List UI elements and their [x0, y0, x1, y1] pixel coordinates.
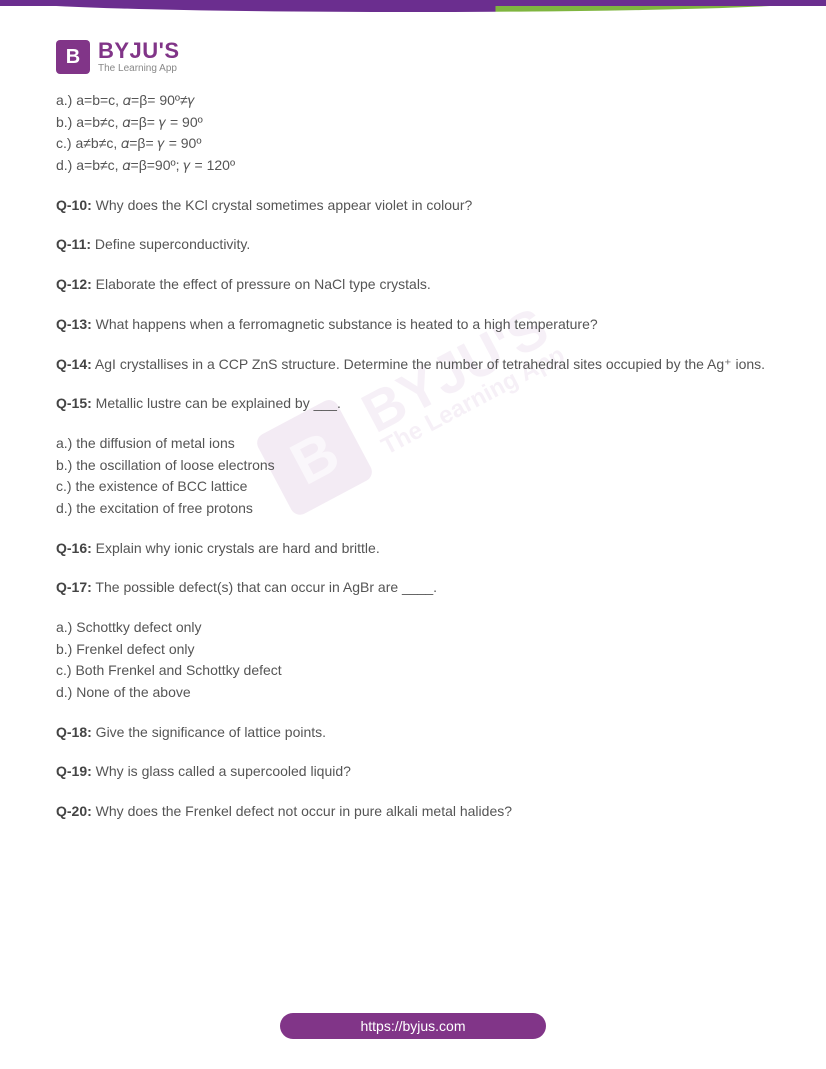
logo-badge-icon: B	[56, 40, 90, 74]
q-label: Q-16:	[56, 540, 92, 556]
q-label: Q-15:	[56, 395, 92, 411]
q-label: Q-10:	[56, 197, 92, 213]
option-c: c.) Both Frenkel and Schottky defect	[56, 660, 770, 682]
logo-tagline: The Learning App	[98, 64, 180, 74]
top-accent-bar	[0, 0, 826, 12]
q-label: Q-18:	[56, 724, 92, 740]
q-label: Q-17:	[56, 579, 92, 595]
question-18: Q-18: Give the significance of lattice p…	[56, 722, 770, 744]
option-b: b.) Frenkel defect only	[56, 639, 770, 661]
q-text: The possible defect(s) that can occur in…	[92, 579, 437, 595]
question-10: Q-10: Why does the KCl crystal sometimes…	[56, 195, 770, 217]
options-prev-question: a.) a=b=c, 𝛼=β= 90º≠𝛾 b.) a=b≠c, 𝛼=β= 𝛾 …	[56, 90, 770, 177]
brand-logo: B BYJU'S The Learning App	[0, 40, 826, 74]
q-text: Why does the KCl crystal sometimes appea…	[92, 197, 473, 213]
option-a: a.) the diffusion of metal ions	[56, 433, 770, 455]
footer-url-pill[interactable]: https://byjus.com	[280, 1013, 545, 1039]
question-15: Q-15: Metallic lustre can be explained b…	[56, 393, 770, 415]
option-d: d.) a=b≠c, 𝛼=β=90º; 𝛾 = 120º	[56, 155, 770, 177]
q-label: Q-11:	[56, 236, 91, 252]
q-text: Explain why ionic crystals are hard and …	[92, 540, 380, 556]
q-label: Q-13:	[56, 316, 92, 332]
option-a: a.) Schottky defect only	[56, 617, 770, 639]
option-c: c.) the existence of BCC lattice	[56, 476, 770, 498]
question-17: Q-17: The possible defect(s) that can oc…	[56, 577, 770, 599]
q-label: Q-12:	[56, 276, 92, 292]
option-b: b.) a=b≠c, 𝛼=β= 𝛾 = 90º	[56, 112, 770, 134]
question-19: Q-19: Why is glass called a supercooled …	[56, 761, 770, 783]
q-label: Q-19:	[56, 763, 92, 779]
option-c: c.) a≠b≠c, 𝛼=β= 𝛾 = 90º	[56, 133, 770, 155]
question-20: Q-20: Why does the Frenkel defect not oc…	[56, 801, 770, 823]
q-label: Q-20:	[56, 803, 92, 819]
q-text: Why is glass called a supercooled liquid…	[92, 763, 351, 779]
question-12: Q-12: Elaborate the effect of pressure o…	[56, 274, 770, 296]
logo-name: BYJU'S	[98, 40, 180, 62]
options-q17: a.) Schottky defect only b.) Frenkel def…	[56, 617, 770, 704]
q-text: AgI crystallises in a CCP ZnS structure.…	[92, 356, 765, 372]
q-text: Metallic lustre can be explained by ___.	[92, 395, 341, 411]
question-16: Q-16: Explain why ionic crystals are har…	[56, 538, 770, 560]
option-d: d.) the excitation of free protons	[56, 498, 770, 520]
page-footer: https://byjus.com	[0, 1013, 826, 1039]
question-13: Q-13: What happens when a ferromagnetic …	[56, 314, 770, 336]
q-text: Elaborate the effect of pressure on NaCl…	[92, 276, 431, 292]
options-q15: a.) the diffusion of metal ions b.) the …	[56, 433, 770, 520]
option-a: a.) a=b=c, 𝛼=β= 90º≠𝛾	[56, 90, 770, 112]
q-text: What happens when a ferromagnetic substa…	[92, 316, 598, 332]
option-b: b.) the oscillation of loose electrons	[56, 455, 770, 477]
document-body: a.) a=b=c, 𝛼=β= 90º≠𝛾 b.) a=b≠c, 𝛼=β= 𝛾 …	[0, 90, 826, 961]
q-label: Q-14:	[56, 356, 92, 372]
q-text: Give the significance of lattice points.	[92, 724, 326, 740]
q-text: Why does the Frenkel defect not occur in…	[92, 803, 512, 819]
question-11: Q-11: Define superconductivity.	[56, 234, 770, 256]
question-14: Q-14: AgI crystallises in a CCP ZnS stru…	[56, 354, 770, 376]
q-text: Define superconductivity.	[91, 236, 250, 252]
option-d: d.) None of the above	[56, 682, 770, 704]
